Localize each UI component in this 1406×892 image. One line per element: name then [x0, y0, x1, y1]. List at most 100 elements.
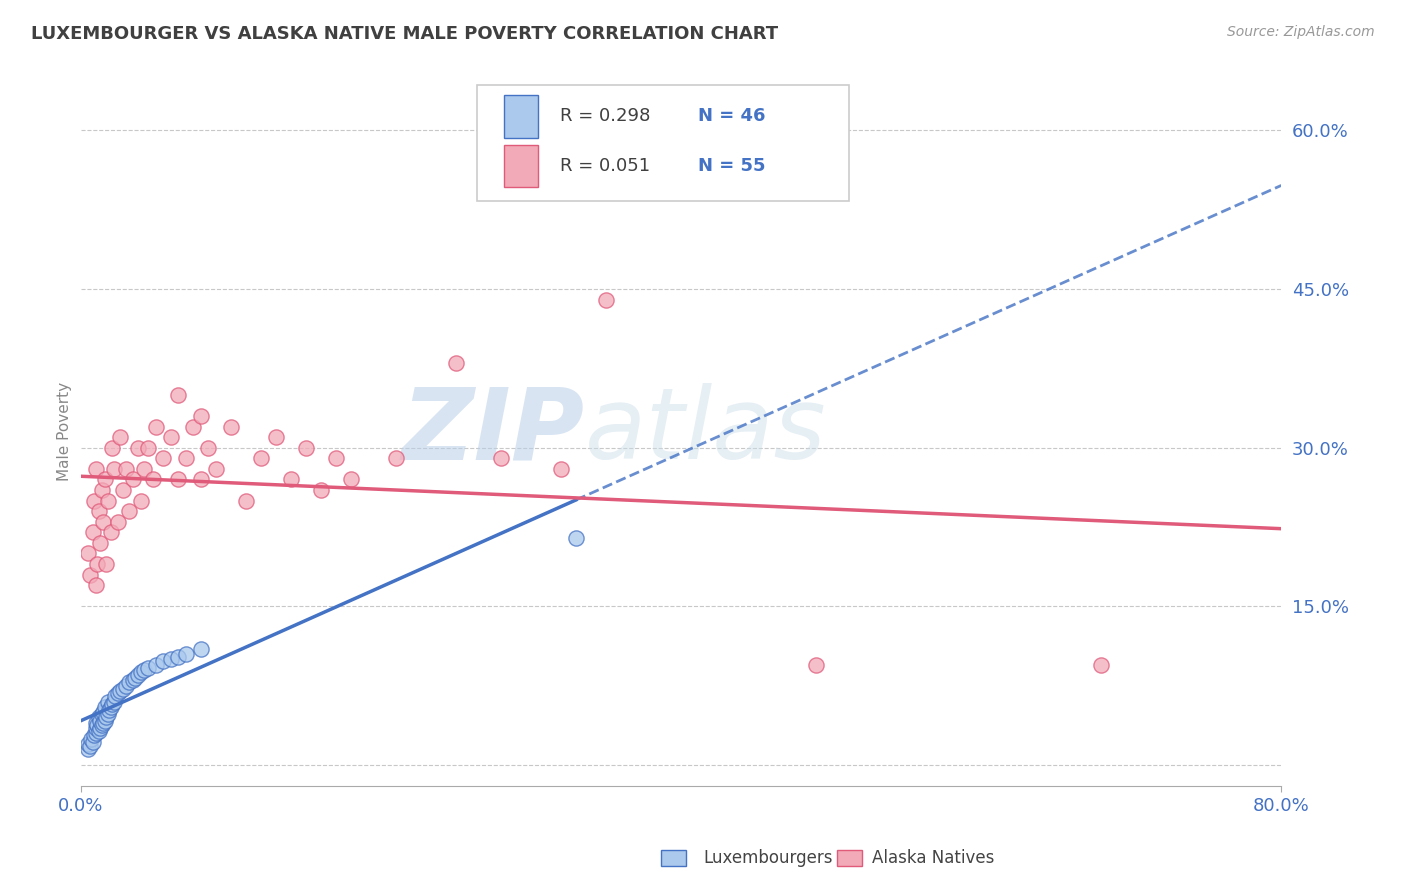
Point: [309, 483, 332, 497]
Point: [129, 665, 152, 679]
Point: [145, 657, 167, 672]
Point: [77, 742, 100, 756]
Point: [167, 650, 190, 665]
Point: [83, 728, 105, 742]
Point: [1090, 657, 1112, 672]
Point: [108, 430, 131, 444]
Point: [127, 441, 149, 455]
Text: ZIP: ZIP: [402, 384, 585, 480]
Point: [77, 737, 100, 751]
Point: [114, 462, 136, 476]
Point: [167, 472, 190, 486]
Point: [190, 472, 212, 486]
Point: [91, 705, 114, 719]
Point: [91, 715, 114, 730]
Point: [79, 739, 101, 753]
Point: [235, 493, 257, 508]
Point: [132, 663, 155, 677]
Point: [80, 731, 103, 746]
Point: [84, 721, 107, 735]
Point: [98, 703, 121, 717]
Point: [249, 451, 271, 466]
Point: [159, 430, 181, 444]
Point: [83, 493, 105, 508]
Point: [101, 697, 124, 711]
Text: R = 0.051: R = 0.051: [560, 157, 650, 175]
Text: LUXEMBOURGER VS ALASKA NATIVE MALE POVERTY CORRELATION CHART: LUXEMBOURGER VS ALASKA NATIVE MALE POVER…: [31, 25, 778, 43]
Point: [90, 718, 112, 732]
Point: [145, 419, 167, 434]
Point: [197, 441, 219, 455]
Point: [107, 686, 129, 700]
Text: Luxembourgers: Luxembourgers: [703, 849, 832, 867]
Text: Source: ZipAtlas.com: Source: ZipAtlas.com: [1227, 25, 1375, 39]
Point: [103, 462, 125, 476]
FancyBboxPatch shape: [505, 145, 538, 187]
Point: [127, 668, 149, 682]
Point: [96, 694, 118, 708]
Point: [152, 451, 174, 466]
Point: [107, 515, 129, 529]
Point: [204, 462, 226, 476]
Point: [219, 419, 242, 434]
Point: [96, 493, 118, 508]
Text: N = 55: N = 55: [697, 157, 765, 175]
Point: [100, 699, 122, 714]
Point: [89, 721, 111, 735]
Point: [136, 441, 159, 455]
Point: [384, 451, 406, 466]
Point: [280, 472, 302, 486]
Point: [159, 652, 181, 666]
Point: [174, 451, 197, 466]
Point: [89, 714, 111, 728]
Point: [114, 679, 136, 693]
Point: [103, 694, 125, 708]
Point: [104, 690, 127, 704]
Point: [117, 504, 139, 518]
Text: atlas: atlas: [585, 384, 827, 480]
Point: [79, 567, 101, 582]
FancyBboxPatch shape: [477, 85, 849, 202]
Point: [93, 714, 115, 728]
Text: Alaska Natives: Alaska Natives: [872, 849, 994, 867]
Point: [91, 515, 114, 529]
Point: [444, 356, 467, 370]
Point: [565, 531, 588, 545]
Point: [87, 504, 110, 518]
Point: [94, 557, 117, 571]
Point: [325, 451, 347, 466]
Point: [101, 441, 124, 455]
Point: [100, 525, 122, 540]
Point: [111, 681, 134, 696]
Point: [804, 657, 827, 672]
Point: [129, 493, 152, 508]
Point: [90, 707, 112, 722]
Point: [84, 462, 107, 476]
Point: [84, 578, 107, 592]
Point: [294, 441, 316, 455]
Point: [84, 715, 107, 730]
Point: [108, 684, 131, 698]
Point: [94, 710, 117, 724]
Text: R = 0.298: R = 0.298: [560, 107, 650, 126]
Point: [90, 483, 112, 497]
Point: [87, 724, 110, 739]
Point: [82, 735, 104, 749]
Point: [87, 710, 110, 724]
Point: [86, 557, 108, 571]
Point: [142, 472, 165, 486]
Point: [77, 546, 100, 560]
Point: [89, 536, 111, 550]
Point: [181, 419, 204, 434]
Point: [595, 293, 617, 307]
Point: [86, 718, 108, 732]
Point: [93, 699, 115, 714]
Point: [190, 409, 212, 423]
Point: [174, 647, 197, 661]
Point: [132, 462, 155, 476]
Point: [489, 451, 512, 466]
Point: [167, 388, 190, 402]
Point: [82, 525, 104, 540]
Point: [96, 707, 118, 722]
Point: [117, 675, 139, 690]
